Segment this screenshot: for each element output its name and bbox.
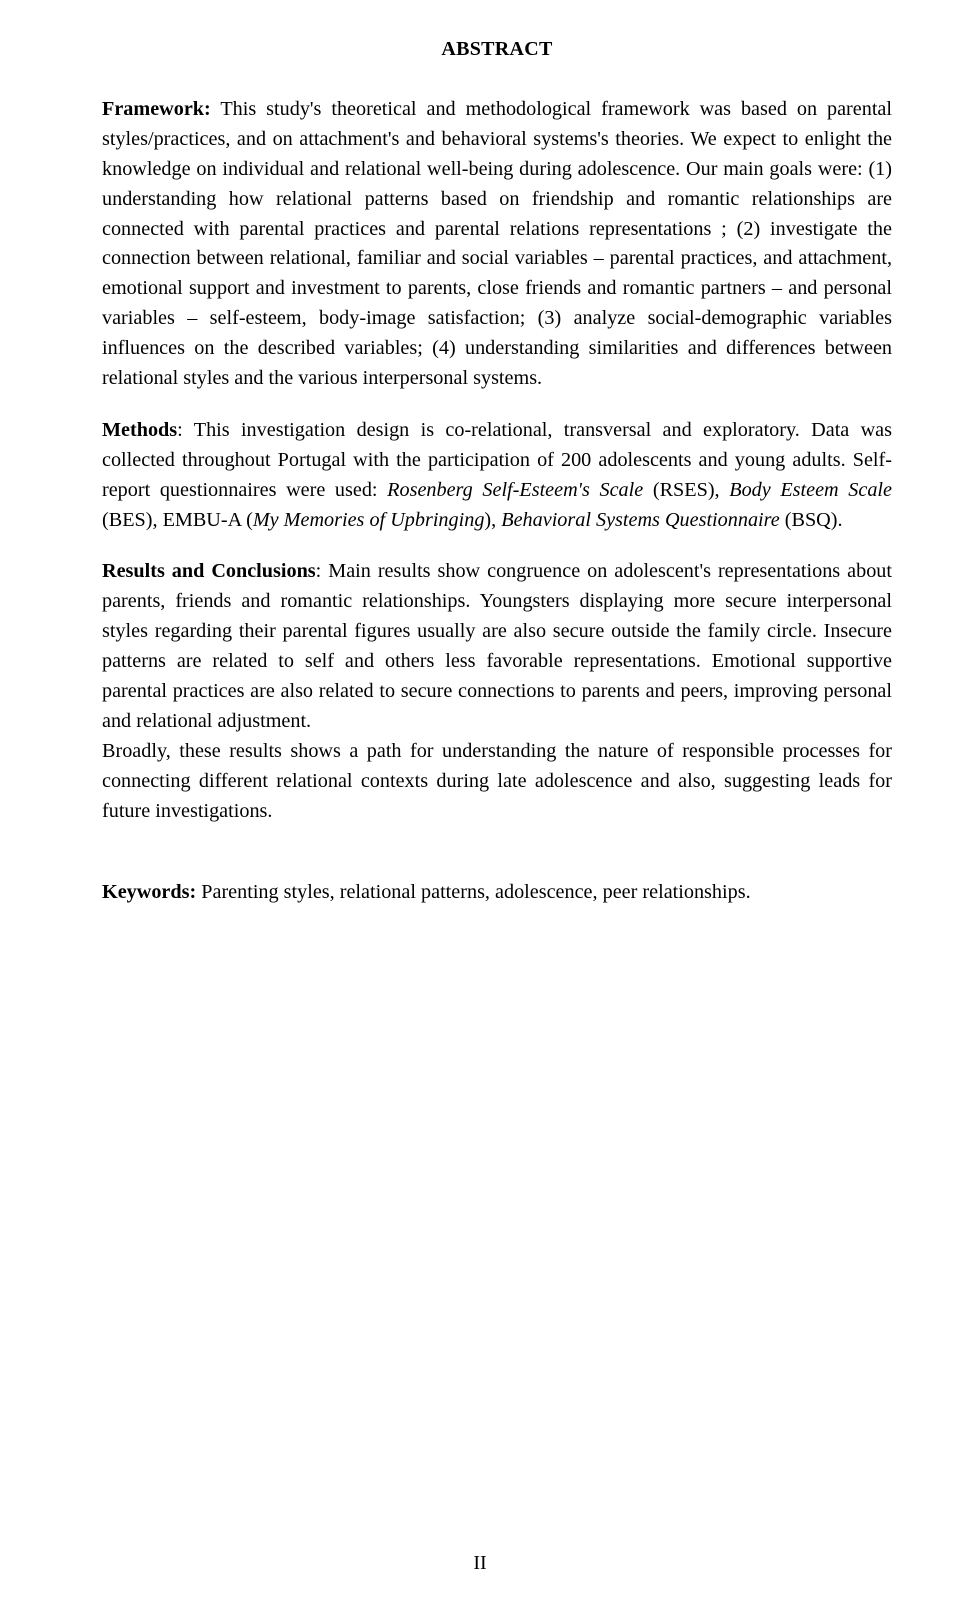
methods-italic-2: Body Esteem Scale — [729, 479, 892, 501]
results-paragraph-2: Broadly, these results shows a path for … — [102, 737, 892, 827]
methods-italic-1: Rosenberg Self-Esteem's Scale — [387, 479, 643, 501]
results-body-1: : Main results show congruence on adoles… — [102, 560, 892, 731]
methods-italic-4: Behavioral Systems Questionnaire — [501, 509, 779, 531]
keywords-label: Keywords: — [102, 881, 196, 903]
title-text: ABSTRACT — [441, 38, 552, 60]
methods-r3: ), — [484, 509, 501, 531]
methods-r1: (RSES), — [643, 479, 729, 501]
results-body-2: Broadly, these results shows a path for … — [102, 740, 892, 822]
methods-italic-3: My Memories of Upbringing — [253, 509, 485, 531]
methods-r2: (BES), EMBU-A ( — [102, 509, 253, 531]
methods-paragraph: Methods: This investigation design is co… — [102, 416, 892, 536]
abstract-title: ABSTRACT — [102, 38, 892, 61]
methods-r4: (BSQ). — [780, 509, 843, 531]
keywords-body: Parenting styles, relational patterns, a… — [196, 881, 750, 903]
page-number: II — [0, 1552, 960, 1575]
results-label: Results and Conclusions — [102, 560, 316, 582]
methods-label: Methods — [102, 419, 177, 441]
results-paragraph-1: Results and Conclusions: Main results sh… — [102, 557, 892, 736]
framework-body: This study's theoretical and methodologi… — [102, 98, 892, 389]
framework-label: Framework: — [102, 98, 211, 120]
document-page: ABSTRACT Framework: This study's theoret… — [0, 0, 960, 1607]
framework-paragraph: Framework: This study's theoretical and … — [102, 95, 892, 394]
keywords-paragraph: Keywords: Parenting styles, relational p… — [102, 878, 892, 908]
